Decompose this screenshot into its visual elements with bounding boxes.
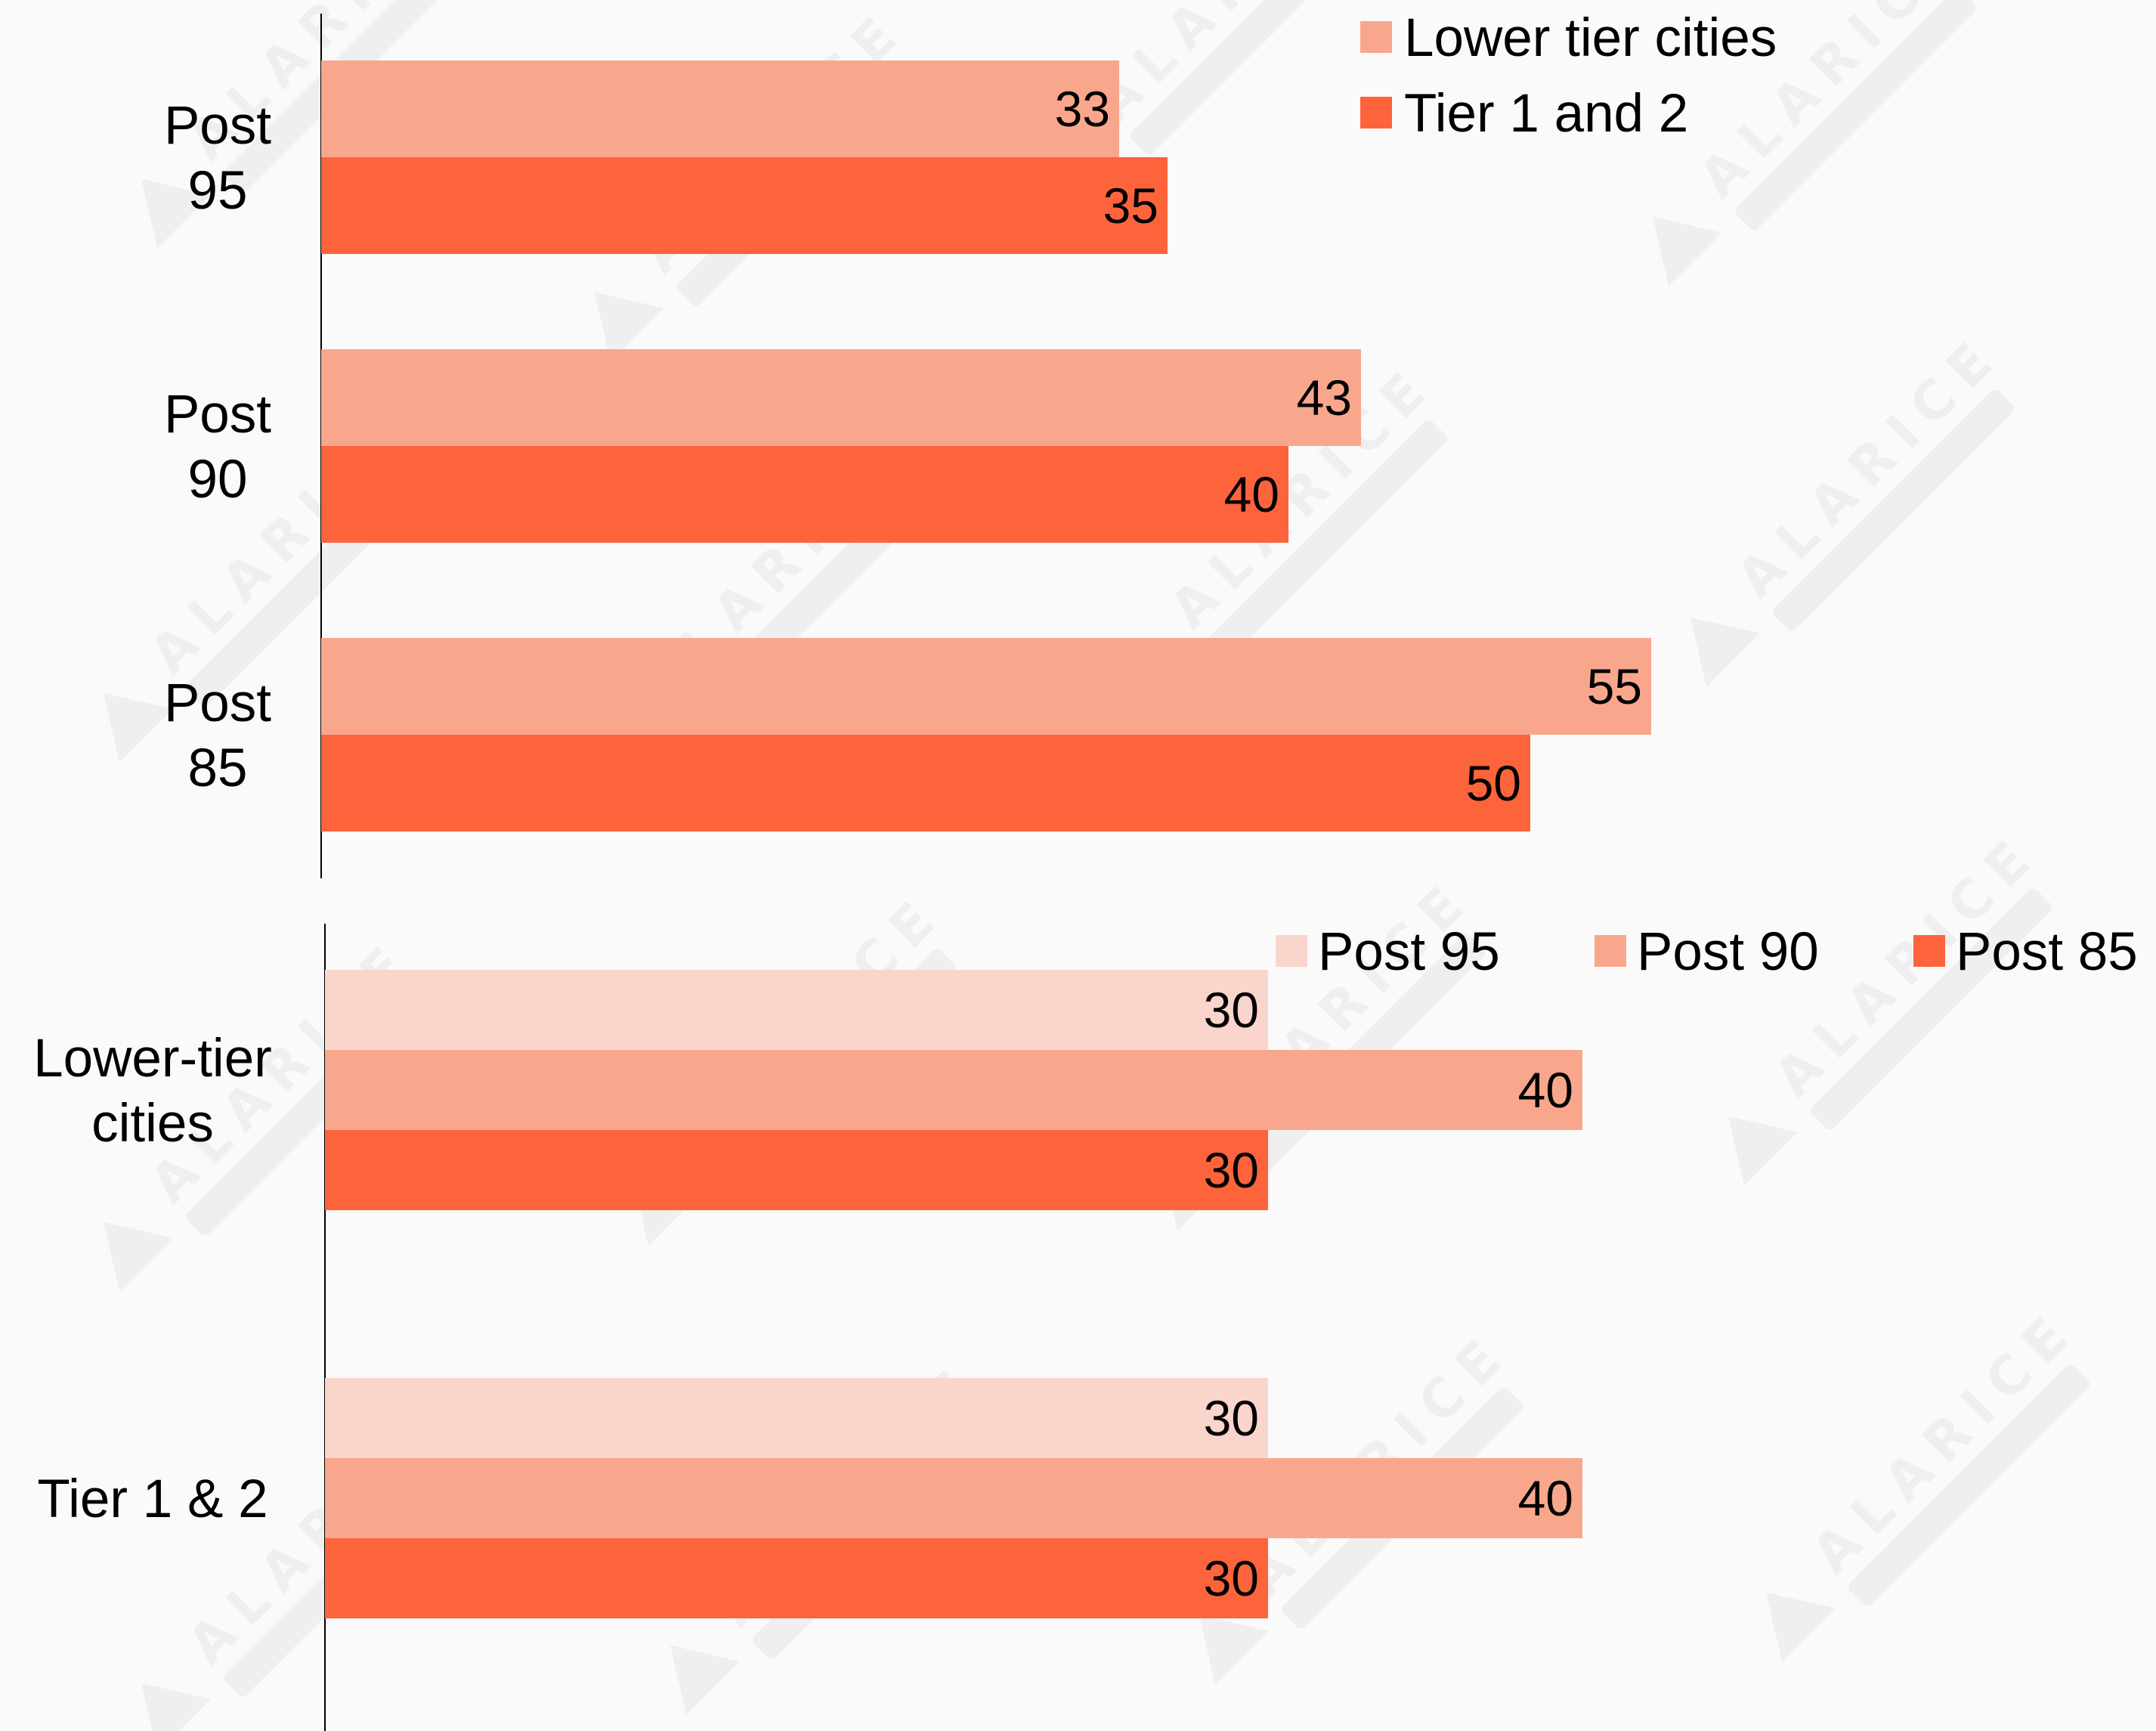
bar-post-85-tier-1-and-2 (325, 1538, 1268, 1618)
bar-post-95-tier-1-and-2 (325, 1378, 1268, 1458)
data-label-tier-1-and-2-post-95: 35 (1103, 178, 1158, 234)
bar-post-95-lower-tier-cities (325, 970, 1268, 1050)
legend-swatch-post-90 (1595, 935, 1626, 967)
bar-post-90-tier-1-and-2 (325, 1458, 1582, 1538)
category-group-lower-tier-cities: 30 40 30 Lower-tier cities (33, 970, 1582, 1210)
watermark-logo: ALARICEStreamline Your Business (1690, 321, 2014, 687)
data-label-post-90-tier-1-and-2: 40 (1518, 1470, 1573, 1526)
data-label-post-85-tier-1-and-2: 30 (1204, 1550, 1259, 1606)
legend-swatch-tier-1-and-2 (1360, 97, 1392, 129)
bar-tier-1-and-2-post-85 (321, 735, 1530, 831)
category-label-post-85: Post 85 (164, 674, 271, 798)
bar-tier-1-and-2-post-90 (321, 446, 1288, 543)
svg-text:ALARICE: ALARICE (1725, 321, 2014, 610)
data-label-post-95-tier-1-and-2: 30 (1204, 1390, 1259, 1446)
category-label-lower-tier-cities: Lower-tier cities (33, 1029, 272, 1153)
legend-label-lower-tier-cities: Lower tier cities (1404, 8, 1777, 68)
bar-post-85-lower-tier-cities (325, 1130, 1268, 1210)
bar-lower-tier-cities-post-85 (321, 638, 1651, 735)
legend-swatch-post-95 (1276, 935, 1307, 967)
bar-post-90-lower-tier-cities (325, 1050, 1582, 1130)
svg-text:ALARICE: ALARICE (1801, 1296, 2089, 1585)
chart-bottom-group: 30 40 30 Lower-tier cities 30 40 30 Tier 1 & 2 Po… (33, 922, 2138, 1731)
category-group-post-85: 55 50 Post 85 (164, 638, 1651, 831)
legend-label-post-95: Post 95 (1318, 922, 1500, 982)
chart-top-group: 33 35 Post 95 43 40 Post 90 55 50 Post 85 Lower tier… (164, 8, 1777, 878)
category-group-tier-1-and-2: 30 40 30 Tier 1 & 2 (37, 1378, 1582, 1618)
legend-chart-1: Lower tier cities Tier 1 and 2 (1360, 8, 1777, 144)
data-label-lower-tier-cities-post-90: 43 (1297, 370, 1352, 426)
watermark-logo: ALARICEStreamline Your Business (1728, 820, 2052, 1186)
data-label-lower-tier-cities-post-85: 55 (1587, 658, 1642, 714)
legend-swatch-post-85 (1913, 935, 1945, 967)
data-label-tier-1-and-2-post-85: 50 (1466, 755, 1521, 811)
legend-label-post-85: Post 85 (1956, 922, 2138, 982)
legend-swatch-lower-tier-cities (1360, 21, 1392, 53)
legend-label-post-90: Post 90 (1637, 922, 1819, 982)
category-group-post-90: 43 40 Post 90 (164, 349, 1361, 543)
data-label-tier-1-and-2-post-90: 40 (1224, 466, 1279, 522)
data-label-post-95-lower-tier-cities: 30 (1204, 982, 1259, 1038)
data-label-post-90-lower-tier-cities: 40 (1518, 1062, 1573, 1118)
category-label-post-90: Post 90 (164, 385, 271, 509)
category-group-post-95: 33 35 Post 95 (164, 60, 1168, 254)
watermark-logo: ALARICEStreamline Your Business (1765, 1296, 2089, 1662)
bar-lower-tier-cities-post-90 (321, 349, 1361, 446)
legend-label-tier-1-and-2: Tier 1 and 2 (1404, 84, 1688, 144)
legend-chart-2: Post 95 Post 90 Post 85 (1276, 922, 2138, 982)
data-label-post-85-lower-tier-cities: 30 (1204, 1142, 1259, 1198)
category-label-post-95: Post 95 (164, 96, 271, 221)
bar-lower-tier-cities-post-95 (321, 60, 1119, 157)
data-label-lower-tier-cities-post-95: 33 (1055, 81, 1110, 137)
bar-tier-1-and-2-post-95 (321, 157, 1168, 254)
category-label-tier-1-and-2: Tier 1 & 2 (37, 1469, 268, 1529)
